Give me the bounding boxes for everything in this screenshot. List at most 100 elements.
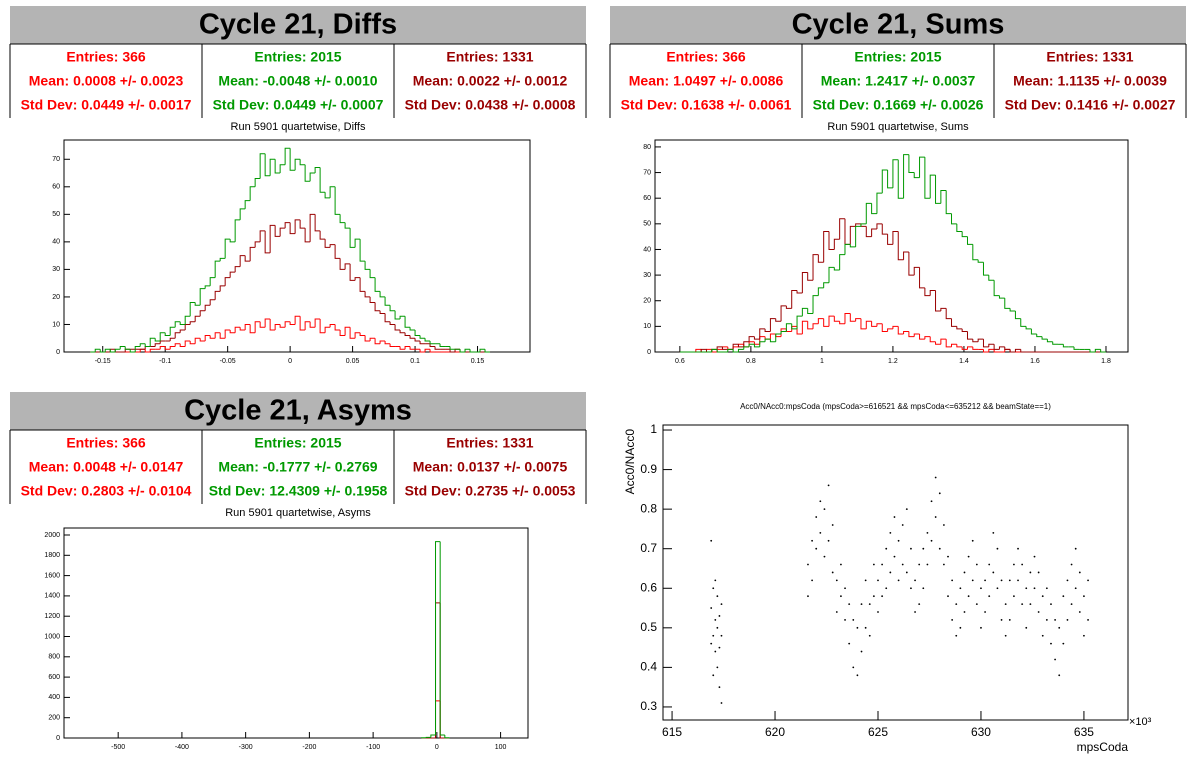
- scatter-point: [1066, 619, 1069, 621]
- x-tick-label: -0.1: [159, 358, 171, 365]
- histogram-bin: [785, 305, 792, 309]
- plot-frame: [63, 139, 531, 353]
- scatter-point: [963, 571, 966, 574]
- histogram-bin: [817, 254, 824, 263]
- y-tick-label: 30: [52, 266, 60, 273]
- histogram-bin: [1009, 349, 1016, 353]
- scatter-point: [996, 547, 999, 550]
- histogram-bin: [876, 323, 883, 327]
- scatter-point: [835, 579, 838, 582]
- histogram-bin: [435, 541, 441, 735]
- histogram-bin: [828, 231, 835, 250]
- scatter-point: [959, 626, 962, 629]
- histogram-bin: [419, 340, 426, 345]
- histogram-bin: [244, 255, 251, 262]
- histogram-bin: [469, 349, 476, 353]
- histogram-bin: [1030, 328, 1037, 335]
- plot-frame: [662, 424, 1129, 721]
- scatter-point: [1025, 626, 1028, 629]
- histogram-bin: [299, 159, 306, 166]
- scatter-point: [881, 563, 884, 566]
- histogram-bin: [716, 346, 723, 350]
- histogram-bin: [299, 219, 306, 229]
- scatter-point: [1066, 579, 1069, 582]
- histogram-bin: [897, 231, 904, 261]
- histogram-bin: [881, 223, 888, 235]
- scatter-point: [720, 603, 723, 605]
- histogram-bin: [796, 315, 803, 329]
- histogram-bin: [169, 337, 176, 341]
- histogram-bin: [1073, 346, 1080, 350]
- histogram-bin: [319, 230, 326, 240]
- scatter-point: [914, 611, 916, 613]
- histogram-bin: [304, 228, 311, 243]
- histogram-bin: [159, 332, 166, 341]
- histogram-bin: [860, 223, 867, 227]
- histogram-bin: [109, 349, 116, 353]
- histogram-bin: [404, 316, 411, 328]
- histogram-bin: [364, 291, 371, 298]
- histogram-bin: [174, 343, 181, 347]
- scatter-point: [712, 634, 715, 637]
- histogram-bin: [865, 202, 872, 224]
- scatter-point: [840, 563, 842, 566]
- histogram-bin: [887, 328, 893, 332]
- histogram-bin: [828, 315, 835, 327]
- x-tick-label: -200: [302, 744, 316, 751]
- histogram-bin: [149, 348, 156, 352]
- x-tick-label: 0.05: [346, 358, 360, 365]
- histogram-bin: [209, 277, 216, 286]
- histogram-bin: [924, 336, 931, 340]
- histogram-bin: [354, 277, 361, 281]
- histogram-bin: [737, 348, 744, 352]
- y-tick-label: 0.6: [640, 580, 657, 594]
- histogram-bin: [434, 346, 441, 350]
- y-tick-label: 60: [643, 195, 651, 202]
- scatter-point: [807, 595, 809, 598]
- histogram-bin: [919, 334, 925, 340]
- histogram-bin: [855, 318, 861, 322]
- y-tick-label: 40: [52, 239, 60, 246]
- histogram-bin: [284, 147, 291, 165]
- histogram-bin: [929, 174, 936, 199]
- histogram-bin: [951, 213, 957, 225]
- histogram-bin: [264, 230, 271, 254]
- histogram-bin: [334, 244, 341, 259]
- histogram-bin: [334, 186, 341, 215]
- x-tick-label: -100: [366, 744, 380, 751]
- x-tick-label: 0.1: [410, 358, 420, 365]
- y-tick-label: 2000: [44, 532, 60, 539]
- histogram-bin: [966, 346, 973, 350]
- x-tick-label: 1.4: [959, 358, 969, 365]
- scatter-point: [889, 531, 892, 534]
- histogram-bin: [244, 323, 251, 330]
- histogram-bin: [785, 323, 792, 332]
- stats-line: Mean: 0.0137 +/- 0.0075: [413, 459, 568, 475]
- scatter-point: [881, 595, 884, 598]
- histogram-bin: [214, 260, 221, 278]
- histogram-bin: [359, 332, 366, 336]
- histogram-bin: [294, 219, 301, 234]
- scatter-point: [1017, 547, 1019, 550]
- histogram-bin: [164, 332, 171, 336]
- histogram-bin: [224, 329, 231, 339]
- histogram-bin: [753, 344, 760, 348]
- histogram-bin: [972, 244, 979, 261]
- histogram-bin: [399, 346, 406, 350]
- histogram-bin: [972, 346, 979, 350]
- scatter-point: [716, 595, 719, 598]
- histogram-bin: [384, 296, 391, 306]
- histogram-bin: [254, 178, 261, 187]
- histogram-bin: [149, 337, 156, 347]
- scatter-point: [1078, 571, 1081, 574]
- scatter-point: [984, 579, 986, 582]
- histogram-bin: [892, 325, 899, 329]
- y-tick-label: 40: [643, 246, 651, 253]
- histogram-bin: [769, 318, 776, 332]
- x-axis-label: mpsCoda: [1077, 740, 1129, 754]
- histogram-bin: [104, 348, 111, 352]
- histogram-bin: [289, 222, 296, 235]
- scatter-point: [1062, 595, 1065, 598]
- scatter-point: [712, 674, 715, 677]
- histogram-bin: [1009, 308, 1016, 312]
